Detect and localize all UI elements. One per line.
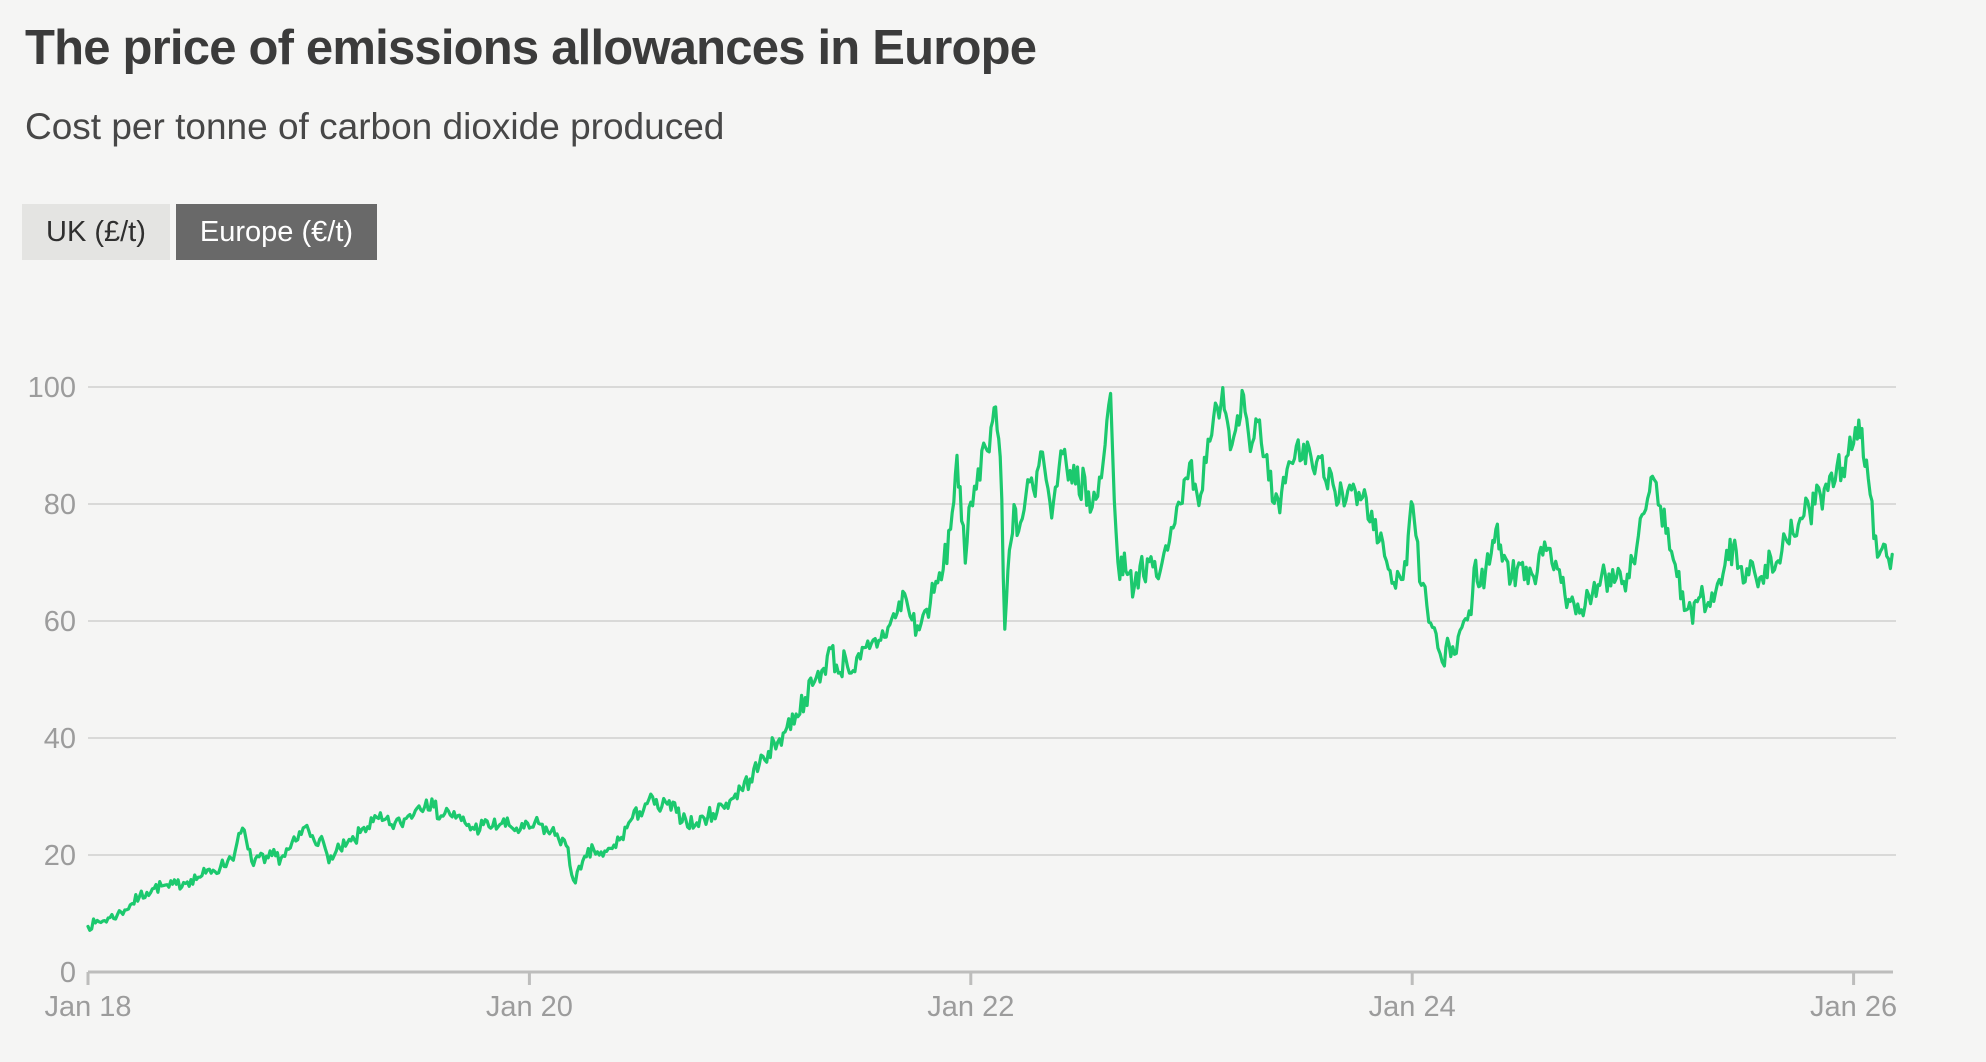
y-axis-tick-label: 20 (44, 840, 76, 872)
toggle-europe[interactable]: Europe (€/t) (175, 204, 378, 260)
y-axis-tick-label: 100 (28, 372, 76, 404)
y-axis-tick-label: 40 (44, 723, 76, 755)
y-axis-tick-label: 80 (44, 489, 76, 521)
toggle-uk[interactable]: UK (£/t) (22, 204, 170, 260)
page-subtitle: Cost per tonne of carbon dioxide produce… (25, 106, 725, 147)
x-axis-tick-label: Jan 26 (1810, 991, 1897, 1023)
x-axis-tick-label: Jan 22 (927, 991, 1014, 1023)
x-axis-tick-label: Jan 18 (44, 991, 131, 1023)
series-toggle-group: UK (£/t) Europe (€/t) (22, 204, 378, 260)
y-axis-tick-label: 0 (60, 957, 76, 989)
x-axis-tick-label: Jan 20 (486, 991, 573, 1023)
x-axis-tick-label: Jan 24 (1369, 991, 1456, 1023)
y-axis-tick-label: 60 (44, 606, 76, 638)
europe-price-line (86, 386, 1894, 932)
page-title: The price of emissions allowances in Eur… (25, 21, 1037, 75)
